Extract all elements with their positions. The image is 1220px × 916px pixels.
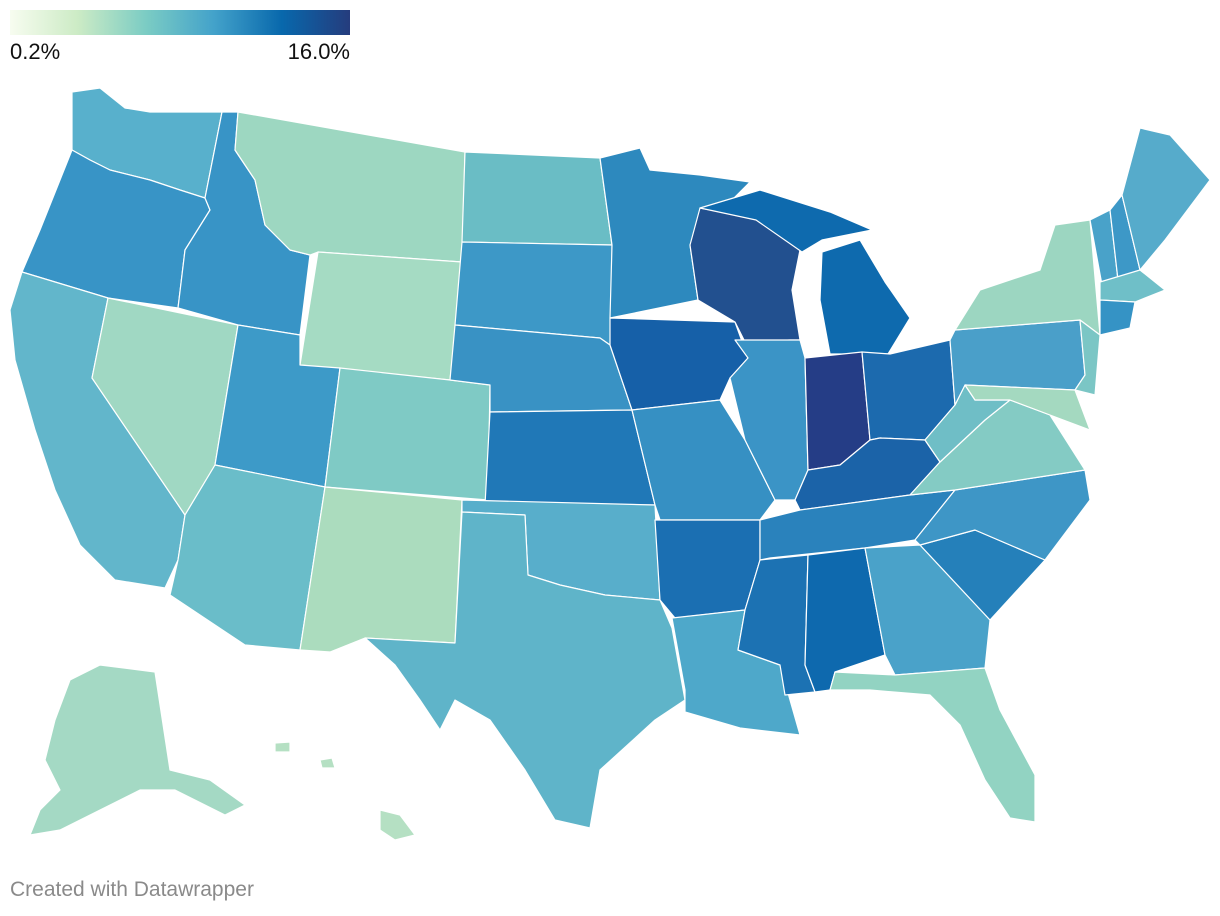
state-MI-lower xyxy=(819,239,911,355)
state-ME xyxy=(1121,127,1211,271)
state-HI-3 xyxy=(319,757,336,769)
state-IA xyxy=(609,317,749,411)
state-MD xyxy=(964,384,1091,431)
state-NM xyxy=(299,486,463,653)
state-FL xyxy=(829,667,1036,823)
state-AR xyxy=(654,519,761,619)
legend-max-label: 16.0% xyxy=(287,39,350,64)
state-MI-upper xyxy=(699,189,873,253)
legend-labels: 0.2% 16.0% xyxy=(10,39,350,65)
state-WY xyxy=(299,251,463,381)
state-IL xyxy=(729,339,809,501)
legend-min-label: 0.2% xyxy=(10,39,61,64)
legend-gradient-bar xyxy=(10,10,350,35)
state-MO xyxy=(631,399,776,521)
color-legend: 0.2% 16.0% xyxy=(10,10,350,65)
state-NY xyxy=(954,219,1101,336)
state-TX xyxy=(364,511,686,829)
datawrapper-credit: Created with Datawrapper xyxy=(10,878,254,901)
state-ND xyxy=(461,151,613,246)
state-HI-2 xyxy=(274,741,291,753)
state-HI xyxy=(379,809,416,841)
state-MA xyxy=(1099,269,1166,303)
state-NJ xyxy=(1074,319,1101,396)
state-KS xyxy=(484,409,656,506)
state-CO xyxy=(324,367,491,501)
state-AK xyxy=(29,664,246,836)
state-CT xyxy=(1099,299,1136,336)
